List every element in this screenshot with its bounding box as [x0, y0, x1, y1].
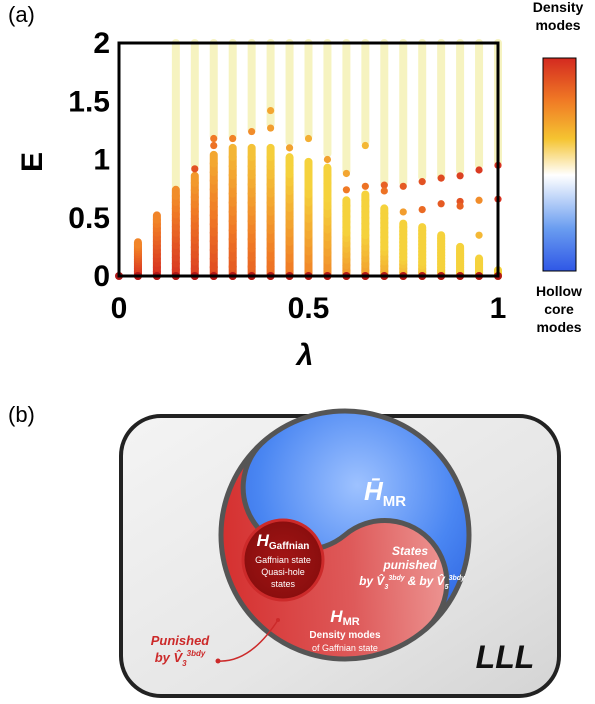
spectrum-point — [380, 181, 388, 189]
colorbar — [542, 57, 577, 272]
spectrum-point — [248, 127, 256, 136]
colorbar-bottom-label-3: modes — [536, 319, 581, 335]
spectrum-point — [475, 166, 483, 174]
spectrum-point — [229, 134, 237, 143]
spectrum-point — [399, 182, 407, 190]
axis-ticks: 0 0.5 1 0 0.5 1 1.5 2 — [68, 27, 506, 325]
spectrum-point — [210, 141, 218, 150]
spectrum-point — [380, 187, 388, 195]
hmr-circle-outline — [218, 408, 472, 662]
x-tick-label: 1 — [490, 292, 507, 325]
spectrum-point — [267, 124, 275, 132]
spectrum-point — [399, 208, 407, 216]
y-axis-label: E — [16, 152, 49, 172]
hilbert-space-diagram: HGaffnian Gaffnian state Quasi-hole stat… — [119, 408, 561, 698]
plot-area — [115, 39, 502, 280]
spectrum-point — [267, 106, 275, 115]
spectrum-point — [210, 134, 218, 143]
colorbar-top-label-1: Density — [533, 0, 584, 15]
y-tick-label: 0 — [93, 260, 110, 293]
gaff-desc-2: Quasi-hole — [261, 567, 305, 577]
states-punished-2: punished — [382, 558, 437, 572]
x-axis-label: λ — [295, 339, 314, 372]
pointer-line — [217, 619, 279, 662]
spectrum-point — [342, 186, 350, 194]
energy-spectrum-chart: 0 0.5 100.511.52 E λ Density modes Hollow … — [16, 0, 584, 372]
hmr-title: HMR — [330, 607, 359, 628]
panel-b-label: (b) — [8, 402, 35, 427]
lll-label: LLL — [476, 639, 535, 675]
hgaffnian-circle — [241, 518, 325, 602]
panel-a-label: (a) — [8, 2, 35, 27]
spectrum-point — [437, 200, 445, 208]
spectrum-point — [361, 182, 369, 190]
hmr-region — [221, 440, 447, 659]
gaff-desc-3: states — [271, 579, 296, 589]
pointer-dot-end — [276, 618, 280, 622]
of-gaffnian-text: of Gaffnian state — [312, 643, 378, 653]
pointer-dot-start — [215, 658, 221, 664]
spectrum-point — [475, 231, 483, 239]
colorbar-bottom-label-1: Hollow — [536, 283, 582, 299]
spectrum-point — [285, 144, 294, 152]
hgaff-title: HGaffnian — [257, 531, 310, 552]
y-tick-label: 0.5 — [68, 202, 110, 235]
spectrum-point — [361, 141, 369, 150]
punished-label: Punished — [151, 633, 211, 648]
hmr-bar-title: H̄MR — [364, 476, 406, 510]
yin-yang-divider — [240, 438, 450, 632]
spectrum-point — [475, 196, 483, 204]
spectrum-point — [456, 202, 464, 210]
spectrum-point — [456, 172, 464, 180]
x-tick-label: 0.5 — [288, 292, 330, 325]
colorbar-bottom-label-2: core — [544, 301, 574, 317]
spectrum-point — [342, 169, 350, 178]
states-punished-1: States — [392, 544, 428, 558]
spectrum-point — [191, 165, 199, 173]
by-v3-label: by V̂33bdy — [155, 649, 206, 668]
x-tick-label: 0 — [111, 292, 128, 325]
spectrum-point — [418, 178, 426, 186]
by-v3-v5: by V̂33bdy & by V̂53bdy — [359, 573, 466, 591]
y-tick-label: 1.5 — [68, 85, 110, 118]
spectrum-point — [323, 155, 332, 164]
spectrum-point — [437, 174, 445, 182]
plot-frame — [117, 41, 500, 278]
spectrum-point — [304, 134, 313, 143]
y-tick-label: 1 — [93, 144, 110, 177]
gaff-desc-1: Gaffnian state — [255, 555, 311, 565]
y-tick-label: 2 — [93, 27, 110, 60]
spectrum-point — [418, 205, 426, 214]
density-modes-text: Density modes — [309, 630, 381, 641]
colorbar-top-label-2: modes — [535, 17, 580, 33]
